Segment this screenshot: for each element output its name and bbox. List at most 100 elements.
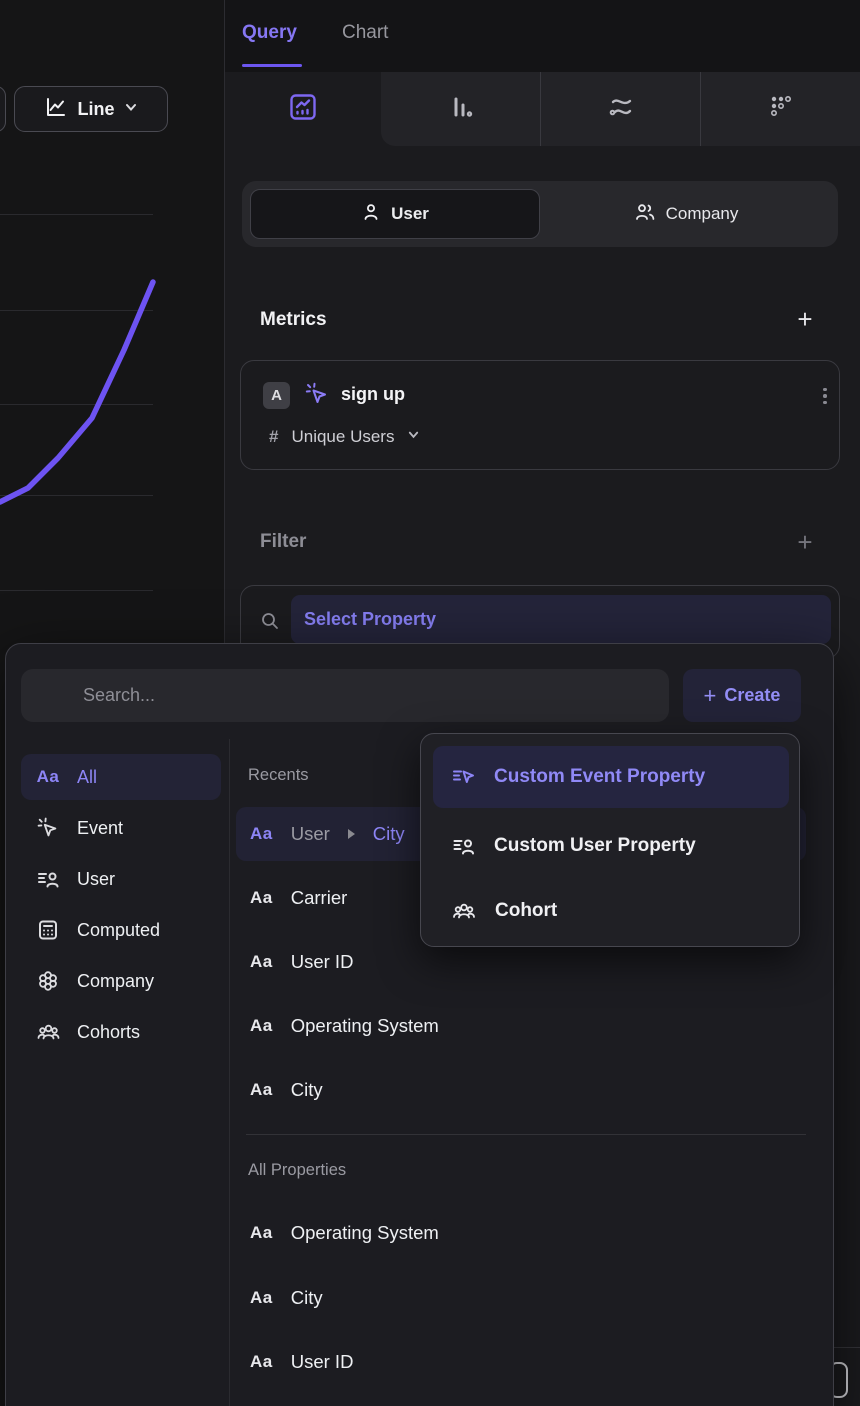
- aa-icon: Aa: [36, 767, 60, 786]
- gridline: [0, 404, 153, 405]
- chart-kind-tabs-inactive: [381, 72, 860, 146]
- menu-item-label: Cohort: [495, 900, 558, 921]
- create-menu-popover: Custom Event Property Custom User Proper…: [420, 733, 800, 947]
- category-label: Company: [77, 970, 155, 991]
- category-label: Computed: [77, 919, 161, 940]
- item-label: Carrier: [290, 887, 348, 908]
- all-properties-header: All Properties: [248, 1161, 347, 1179]
- aa-icon: Aa: [250, 824, 273, 843]
- menu-item-label: Custom User Property: [494, 835, 696, 856]
- chart-type-label: Line: [77, 98, 115, 119]
- recents-header: Recents: [248, 766, 309, 784]
- category-list: Aa All Event Use: [21, 754, 221, 1060]
- aa-icon: Aa: [250, 1016, 273, 1035]
- item-label: City: [372, 823, 405, 844]
- list-item-user-id[interactable]: Aa User ID: [236, 935, 806, 989]
- category-cohorts[interactable]: Cohorts: [21, 1009, 221, 1055]
- chart-type-button[interactable]: Line: [14, 86, 168, 132]
- category-company[interactable]: Company: [21, 958, 221, 1004]
- aa-icon: Aa: [250, 952, 273, 971]
- category-computed[interactable]: Computed: [21, 907, 221, 953]
- item-label: City: [290, 1079, 323, 1100]
- list-item-operating-system[interactable]: Aa Operating System: [236, 999, 806, 1053]
- segment-company-label: Company: [665, 204, 739, 223]
- kebab-menu-icon[interactable]: [816, 379, 834, 413]
- chevron-down-icon: [407, 428, 420, 446]
- gridline: [0, 495, 153, 496]
- aa-icon: Aa: [250, 888, 273, 907]
- search-input[interactable]: [21, 669, 669, 722]
- item-label: Operating System: [290, 1015, 439, 1036]
- clipped-toolbar-button[interactable]: [0, 86, 6, 132]
- filter-property-input[interactable]: Select Property: [291, 595, 831, 644]
- menu-item-cohort[interactable]: Cohort: [433, 883, 789, 939]
- category-label: Event: [77, 817, 124, 838]
- category-event[interactable]: Event: [21, 805, 221, 851]
- segment-company[interactable]: Company: [542, 189, 830, 239]
- line-chart-series: [0, 279, 156, 505]
- item-label: City: [290, 1287, 323, 1308]
- person-icon: [361, 202, 381, 227]
- aa-icon: Aa: [250, 1223, 273, 1242]
- item-label: Operating System: [290, 1222, 439, 1243]
- popover-column-divider: [229, 739, 230, 1406]
- metric-card[interactable]: A sign up # Unique Users: [240, 360, 840, 470]
- entity-segmented-control: User Company: [242, 181, 838, 247]
- bar-chart-icon: [447, 93, 475, 126]
- gridline: [0, 310, 153, 311]
- tab-query-underline: [242, 64, 302, 67]
- gridline: [0, 214, 153, 215]
- aggregation-label: Unique Users: [291, 427, 395, 446]
- item-label: User ID: [290, 1351, 354, 1372]
- category-label: All: [77, 766, 98, 787]
- panel-tab-bar: Query Chart: [224, 0, 860, 72]
- event-icon: [304, 381, 330, 412]
- arrow-right-icon: [347, 829, 355, 839]
- line-chart-icon: [44, 95, 68, 124]
- series-line: [0, 279, 156, 505]
- tab-insights[interactable]: [224, 72, 381, 146]
- gridline: [0, 590, 153, 591]
- list-item-user-id[interactable]: Aa User ID: [236, 1335, 806, 1389]
- list-item-operating-system[interactable]: Aa Operating System: [236, 1206, 806, 1260]
- add-metric-button[interactable]: +: [797, 304, 813, 334]
- category-user[interactable]: User: [21, 856, 221, 902]
- event-icon: [35, 816, 61, 840]
- aggregation-selector[interactable]: # Unique Users: [269, 427, 420, 447]
- list-item-city[interactable]: Aa City: [236, 1063, 806, 1117]
- panel-divider: [224, 0, 225, 643]
- create-button[interactable]: + Create: [683, 669, 801, 722]
- tab-chart[interactable]: Chart: [342, 22, 389, 43]
- menu-item-custom-event-property[interactable]: Custom Event Property: [433, 746, 789, 808]
- footer-divider: [834, 1347, 860, 1348]
- item-parent: User: [290, 823, 330, 844]
- tab-bar-chart[interactable]: [381, 72, 540, 146]
- flows-icon: [607, 93, 635, 126]
- computed-icon: [35, 918, 61, 942]
- segment-user[interactable]: User: [250, 189, 540, 239]
- custom-event-property-icon: [451, 765, 476, 789]
- add-filter-button[interactable]: +: [797, 527, 813, 557]
- metrics-title: Metrics: [260, 309, 327, 330]
- plus-icon: +: [703, 682, 717, 708]
- company-icon: [35, 969, 61, 993]
- metric-letter-badge: A: [263, 382, 290, 409]
- list-item-city[interactable]: Aa City: [236, 1271, 806, 1325]
- cohorts-icon: [35, 1020, 61, 1044]
- cohort-icon: [451, 899, 477, 923]
- aa-icon: Aa: [250, 1352, 273, 1371]
- filter-card: Select Property: [240, 585, 840, 659]
- hash-icon: #: [269, 427, 279, 446]
- aa-icon: Aa: [250, 1288, 273, 1307]
- item-label: User ID: [290, 951, 354, 972]
- list-item-carrier[interactable]: Aa Carrier: [236, 871, 806, 925]
- category-all[interactable]: Aa All: [21, 754, 221, 800]
- menu-item-custom-user-property[interactable]: Custom User Property: [433, 818, 789, 874]
- list-section-divider: [246, 1134, 806, 1135]
- tab-flows[interactable]: [540, 72, 700, 146]
- metric-event-name: sign up: [341, 384, 405, 404]
- tab-query[interactable]: Query: [242, 22, 297, 43]
- menu-item-label: Custom Event Property: [494, 766, 706, 787]
- user-property-icon: [35, 867, 61, 891]
- tab-retention[interactable]: [700, 72, 860, 146]
